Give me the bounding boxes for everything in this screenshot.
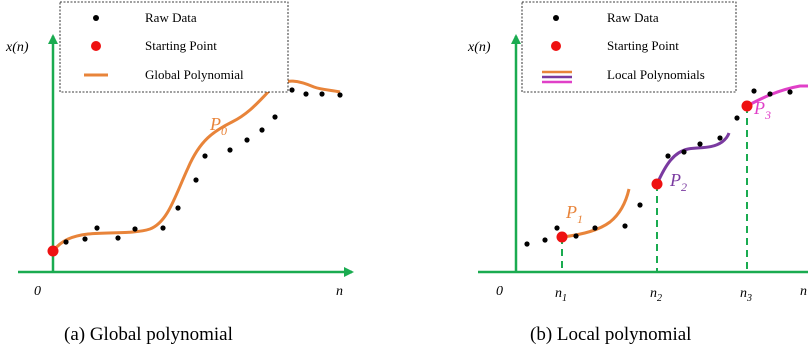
panel-b-raw-point [554,225,560,231]
panel-b-raw-point [637,202,643,208]
panel-b-raw-point [697,141,703,147]
panel-a-raw-point [160,225,166,231]
panel-a-poly-label: P0 [209,114,227,138]
tick-label-n3: n3 [740,286,752,304]
panel-a-raw-point [175,205,181,211]
panel-a-raw-point [202,153,208,159]
panel-a-raw-point [115,235,121,241]
legend-raw-marker [93,15,99,21]
panel-b-raw-point [622,223,628,229]
panel-a-raw-point [289,87,295,93]
panel-a-raw-point [337,92,343,98]
panel-b-raw-point [592,225,598,231]
global-polynomial-curve [51,79,341,252]
panel-b-raw-point [751,88,757,94]
panel-b-y-label: x(n) [467,40,491,55]
local-polynomial-2 [655,132,731,185]
panel-a-legend: Raw Data Starting Point Global Polynomia… [59,1,289,93]
panel-a-x-label: n [336,284,343,299]
panel-a: x(n) n 0 P0 Raw Data Starting Point Glob… [5,1,354,345]
legend-b-raw-label: Raw Data [607,10,659,25]
panel-a-raw-point [63,239,69,245]
panel-b-raw-point [717,135,723,141]
panel-a-raw-point [244,137,250,143]
poly-label-p2: P2 [669,170,687,194]
panel-a-raw-point [319,91,325,97]
panel-a-raw-point [132,226,138,232]
legend-b-local-label: Local Polynomials [607,67,705,82]
legend-start-label: Starting Point [145,38,217,53]
panel-a-y-label: x(n) [5,40,29,55]
panel-b-x-label: n [800,284,807,299]
legend-start-marker [91,41,101,51]
panel-a-raw-point [193,177,199,183]
panel-b-raw-point [734,115,740,121]
legend-global-label: Global Polynomial [145,67,244,82]
panel-b-caption: (b) Local polynomial [530,324,691,345]
legend-b-start-label: Starting Point [607,38,679,53]
panel-b-raw-point [767,91,773,97]
panel-b-raw-points [524,88,793,247]
panel-a-raw-point [227,147,233,153]
tick-label-n1: n1 [555,286,567,304]
panel-a-raw-point [303,91,309,97]
panel-b-raw-point [787,89,793,95]
panel-a-raw-point [272,114,278,120]
panel-b: x(n) n 0 P1 P2 P3 n1 n2 n [467,1,808,345]
panel-a-raw-point [94,225,100,231]
starting-point-n3 [741,100,753,112]
panel-b-raw-point [681,149,687,155]
panel-a-raw-points [63,87,343,245]
legend-raw-label: Raw Data [145,10,197,25]
panel-a-caption: (a) Global polynomial [64,324,233,345]
legend-b-raw-marker [553,15,559,21]
poly-label-p3: P3 [753,98,771,122]
panel-a-starting-point [47,245,59,257]
panel-a-origin: 0 [34,284,41,299]
panel-b-raw-point [524,241,530,247]
panel-b-legend: Raw Data Starting Point Local Polynomial… [521,1,737,93]
panel-a-raw-point [259,127,265,133]
tick-label-n2: n2 [650,286,662,304]
legend-b-start-marker [551,41,561,51]
panel-b-raw-point [573,233,579,239]
starting-point-n1 [556,231,568,243]
panel-b-origin: 0 [496,284,503,299]
starting-point-n2 [651,178,663,190]
poly-label-p1: P1 [565,202,583,226]
panel-b-raw-point [542,237,548,243]
panel-a-raw-point [82,236,88,242]
panel-b-raw-point [665,153,671,159]
